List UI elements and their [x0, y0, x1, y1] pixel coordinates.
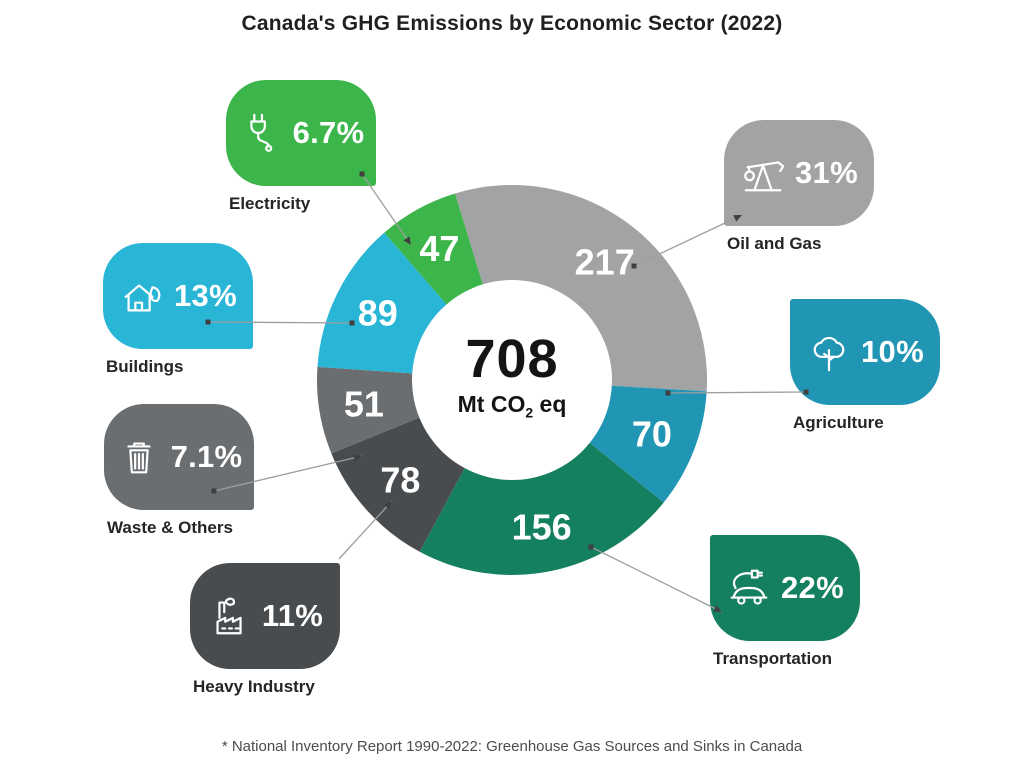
segment-value-label: 78 [380, 460, 420, 501]
callout-agriculture: 10% Agriculture [790, 299, 950, 433]
heavy-industry-percent: 11% [261, 598, 324, 633]
callout-connector-line [667, 391, 807, 394]
callout-transportation: 22% Transportation [710, 535, 870, 669]
agriculture-blob: 10% [790, 299, 940, 405]
segment-value-label: 156 [512, 507, 572, 548]
plug-icon [249, 113, 272, 152]
connector-arrowhead [403, 236, 411, 245]
waste-and-others-label: Waste & Others [107, 518, 233, 537]
segment-value-label: 51 [344, 383, 384, 424]
total-value: 708 [465, 329, 559, 389]
electricity-label: Electricity [229, 194, 311, 213]
callout-electricity: 6.7% Electricity [226, 80, 386, 214]
transportation-percent: 22% [781, 570, 844, 605]
connector-dot [665, 390, 671, 396]
segment-value-label: 47 [419, 228, 459, 269]
oil-and-gas-label: Oil and Gas [727, 234, 822, 253]
electricity-percent: 6.7% [292, 115, 365, 150]
connector-arrowhead [353, 454, 362, 462]
trash-icon [126, 442, 151, 474]
oil-and-gas-blob: 31% [724, 120, 874, 226]
callout-heavy-industry: 11% Heavy Industry [190, 563, 350, 697]
connector-dot [349, 320, 355, 326]
tree-icon [813, 336, 845, 372]
agriculture-percent: 10% [861, 334, 924, 369]
callout-oil-and-gas: 31% Oil and Gas [724, 120, 884, 254]
agriculture-label: Agriculture [793, 413, 884, 432]
buildings-label: Buildings [106, 357, 184, 376]
callout-connector-line [590, 546, 723, 613]
callout-buildings: 13% Buildings [103, 243, 263, 377]
factory-icon [216, 597, 242, 635]
electric-car-icon [730, 569, 768, 605]
page-title: Canada's GHG Emissions by Economic Secto… [241, 12, 783, 35]
segment-value-label: 89 [358, 293, 398, 334]
buildings-percent: 13% [174, 278, 237, 313]
segment-value-label: 217 [575, 242, 635, 283]
transportation-blob: 22% [710, 535, 860, 641]
connector-arrowhead [383, 501, 392, 510]
transportation-label: Transportation [713, 649, 833, 668]
connector-dot [588, 544, 594, 550]
connector-dot [631, 263, 637, 269]
total-unit: Mt CO2 eq [457, 391, 567, 421]
heavy-industry-blob: 11% [190, 563, 340, 669]
buildings-blob: 13% [103, 243, 253, 349]
house-leaf-icon [124, 284, 161, 312]
source-footnote: * National Inventory Report 1990-2022: G… [221, 738, 803, 755]
pumpjack-icon [744, 161, 785, 192]
heavy-industry-label: Heavy Industry [193, 677, 315, 696]
waste-and-others-blob: 7.1% [104, 404, 254, 510]
waste-and-others-percent: 7.1% [170, 439, 243, 474]
donut-center-label: 708 Mt CO2 eq [412, 332, 612, 421]
segment-value-label: 70 [632, 414, 672, 455]
callout-waste-and-others: 7.1% Waste & Others [104, 404, 264, 538]
oil-and-gas-percent: 31% [795, 155, 858, 190]
electricity-blob: 6.7% [226, 80, 376, 186]
callout-connector-line [338, 500, 393, 560]
